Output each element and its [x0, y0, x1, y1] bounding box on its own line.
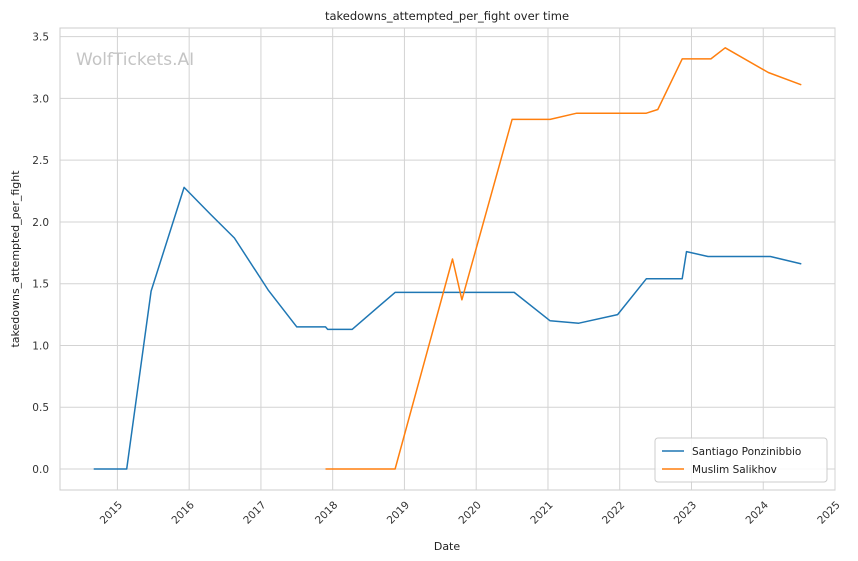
- y-tick-label: 3.5: [32, 32, 49, 44]
- x-tick-label: 2015: [98, 499, 125, 526]
- x-axis-label: Date: [434, 540, 461, 553]
- y-tick-label: 0.0: [32, 464, 49, 476]
- y-tick-label: 1.5: [32, 279, 49, 291]
- y-axis-label: takedowns_attempted_per_fight: [9, 170, 22, 348]
- x-tick-labels: 2015 2016 2017 2018 2019 2020 2021 2022 2023 2024…: [98, 499, 843, 527]
- x-tick-label: 2020: [457, 499, 484, 526]
- y-tick-label: 1.0: [32, 340, 49, 352]
- x-tick-label: 2025: [815, 499, 842, 526]
- grid: [60, 28, 836, 490]
- series-line-1: [93, 186, 802, 470]
- x-tick-label: 2018: [313, 499, 340, 526]
- chart-title: takedowns_attempted_per_fight over time: [325, 9, 569, 23]
- watermark: WolfTickets.AI: [76, 50, 194, 70]
- x-tick-label: 2023: [672, 499, 699, 526]
- legend: Santiago Ponzinibbio Muslim Salikhov: [654, 437, 828, 483]
- legend-label: Muslim Salikhov: [692, 464, 777, 476]
- x-tick-label: 2021: [528, 499, 555, 526]
- y-tick-label: 3.0: [32, 93, 49, 105]
- y-tick-label: 2.5: [32, 155, 49, 167]
- y-tick-labels: 0.0 0.5 1.0 1.5 2.0 2.5 3.0 3.5: [32, 32, 49, 476]
- series-line-2: [325, 47, 802, 470]
- x-tick-label: 2024: [744, 499, 772, 527]
- x-tick-label: 2019: [385, 499, 412, 526]
- x-tick-label: 2022: [600, 499, 627, 526]
- series-layer: [93, 47, 802, 470]
- x-tick-label: 2016: [169, 499, 197, 527]
- x-tick-label: 2017: [241, 499, 268, 526]
- legend-box: [654, 437, 828, 483]
- y-tick-label: 2.0: [32, 217, 49, 229]
- y-tick-label: 0.5: [32, 402, 49, 414]
- legend-label: Santiago Ponzinibbio: [692, 446, 801, 458]
- plot-area: [59, 27, 836, 491]
